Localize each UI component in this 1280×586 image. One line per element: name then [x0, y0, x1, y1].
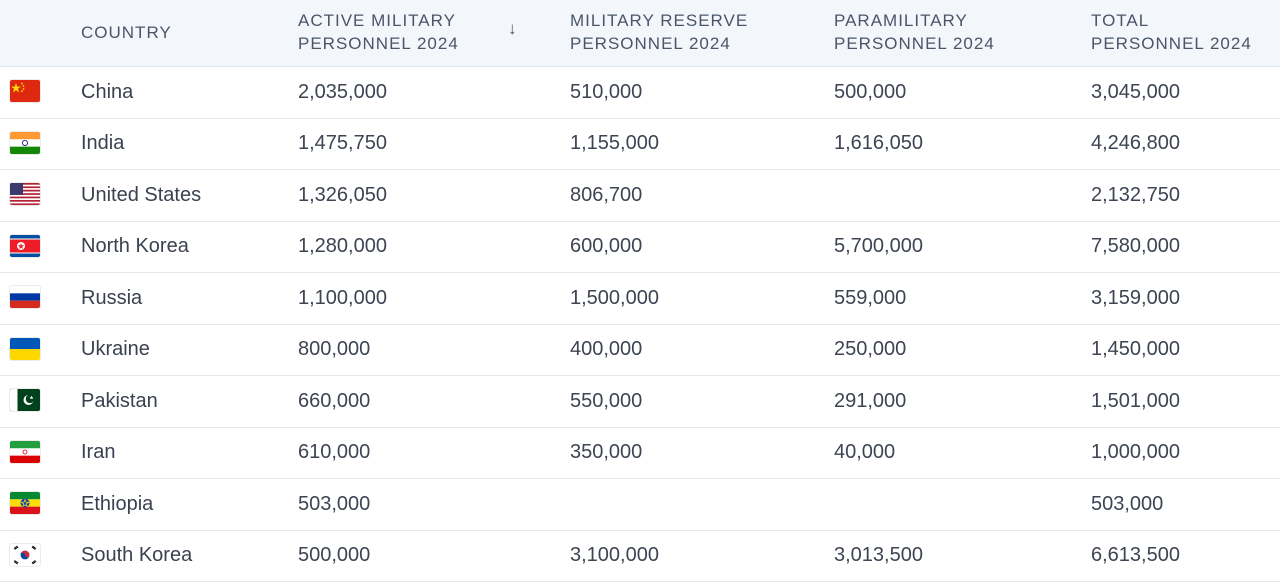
column-header-total-line2: PERSONNEL 2024 — [1091, 34, 1252, 53]
ethiopia-flag-icon — [10, 492, 40, 514]
paramilitary-personnel-value: 250,000 — [834, 338, 907, 361]
north-korea-flag-icon — [10, 234, 40, 257]
country-name[interactable]: Pakistan — [81, 389, 158, 412]
total-personnel-value: 503,000 — [1091, 492, 1164, 515]
active-personnel-value: 1,100,000 — [298, 286, 387, 309]
total-personnel-value: 3,159,000 — [1091, 286, 1180, 309]
column-header-total[interactable]: TOTAL PERSONNEL 2024 — [1091, 9, 1252, 55]
paramilitary-personnel-value: 1,616,050 — [834, 132, 923, 155]
total-personnel-value: 3,045,000 — [1091, 80, 1180, 103]
india-flag-icon — [10, 131, 40, 154]
table-row: North Korea 1,280,000 600,000 5,700,000 … — [0, 222, 1280, 273]
active-personnel-value: 1,280,000 — [298, 235, 387, 258]
column-header-paramilitary-line2: PERSONNEL 2024 — [834, 34, 995, 53]
column-header-reserve[interactable]: MILITARY RESERVE PERSONNEL 2024 — [570, 9, 748, 55]
table-row: Ukraine 800,000 400,000 250,000 1,450,00… — [0, 325, 1280, 376]
table-row: Ethiopia 503,000 503,000 — [0, 479, 1280, 531]
country-name[interactable]: China — [81, 80, 134, 103]
total-personnel-value: 6,613,500 — [1091, 544, 1180, 567]
country-name[interactable]: North Korea — [81, 235, 189, 258]
reserve-personnel-value: 600,000 — [570, 235, 643, 258]
country-name[interactable]: Ukraine — [81, 338, 150, 361]
column-header-active-line2: PERSONNEL 2024 — [298, 34, 459, 53]
active-personnel-value: 503,000 — [298, 492, 371, 515]
table-row: China 2,035,000 510,000 500,000 3,045,00… — [0, 67, 1280, 119]
paramilitary-personnel-value: 500,000 — [834, 80, 907, 103]
table-row: Russia 1,100,000 1,500,000 559,000 3,159… — [0, 273, 1280, 325]
paramilitary-personnel-value: 559,000 — [834, 286, 907, 309]
total-personnel-value: 4,246,800 — [1091, 132, 1180, 155]
active-personnel-value: 800,000 — [298, 338, 371, 361]
column-header-reserve-line1: MILITARY RESERVE — [570, 11, 749, 30]
total-personnel-value: 2,132,750 — [1091, 183, 1180, 206]
total-personnel-value: 1,501,000 — [1091, 389, 1180, 412]
country-name[interactable]: Russia — [81, 286, 143, 309]
reserve-personnel-value: 510,000 — [570, 80, 643, 103]
reserve-personnel-value: 350,000 — [570, 441, 643, 464]
reserve-personnel-value: 400,000 — [570, 338, 643, 361]
china-flag-icon — [10, 80, 40, 102]
ukraine-flag-icon — [10, 337, 40, 360]
reserve-personnel-value: 806,700 — [570, 183, 643, 206]
column-header-paramilitary[interactable]: PARAMILITARY PERSONNEL 2024 — [834, 9, 995, 55]
reserve-personnel-value: 3,100,000 — [570, 544, 659, 567]
active-personnel-value: 1,475,750 — [298, 132, 387, 155]
reserve-personnel-value: 550,000 — [570, 389, 643, 412]
south-korea-flag-icon — [10, 543, 40, 566]
table-row: United States 1,326,050 806,700 2,132,75… — [0, 170, 1280, 222]
column-header-total-line1: TOTAL — [1091, 11, 1150, 30]
paramilitary-personnel-value: 40,000 — [834, 441, 896, 464]
iran-flag-icon — [10, 440, 40, 463]
reserve-personnel-value: 1,500,000 — [570, 286, 659, 309]
table-row: India 1,475,750 1,155,000 1,616,050 4,24… — [0, 119, 1280, 170]
active-personnel-value: 660,000 — [298, 389, 371, 412]
total-personnel-value: 1,000,000 — [1091, 441, 1180, 464]
sort-descending-icon[interactable]: ↓ — [508, 19, 517, 38]
total-personnel-value: 7,580,000 — [1091, 235, 1180, 258]
total-personnel-value: 1,450,000 — [1091, 338, 1180, 361]
country-name[interactable]: Iran — [81, 441, 116, 464]
column-header-reserve-line2: PERSONNEL 2024 — [570, 34, 731, 53]
country-name[interactable]: United States — [81, 183, 202, 206]
active-personnel-value: 1,326,050 — [298, 183, 387, 206]
active-personnel-value: 610,000 — [298, 441, 371, 464]
active-personnel-value: 500,000 — [298, 544, 371, 567]
country-name[interactable]: Ethiopia — [81, 492, 154, 515]
usa-flag-icon — [10, 183, 40, 205]
table-row: Pakistan 660,000 550,000 291,000 1,501,0… — [0, 376, 1280, 428]
column-header-active[interactable]: ACTIVE MILITARY PERSONNEL 2024 — [298, 9, 459, 55]
country-name[interactable]: India — [81, 132, 125, 155]
column-header-country[interactable]: COUNTRY — [81, 21, 172, 44]
table-row: South Korea 500,000 3,100,000 3,013,500 … — [0, 531, 1280, 582]
column-header-active-line1: ACTIVE MILITARY — [298, 11, 456, 30]
table-header: COUNTRY ACTIVE MILITARY PERSONNEL 2024 ↓… — [0, 0, 1280, 67]
pakistan-flag-icon — [10, 389, 40, 411]
paramilitary-personnel-value: 3,013,500 — [834, 544, 923, 567]
country-name[interactable]: South Korea — [81, 544, 193, 567]
active-personnel-value: 2,035,000 — [298, 80, 387, 103]
table-row: Iran 610,000 350,000 40,000 1,000,000 — [0, 428, 1280, 479]
reserve-personnel-value: 1,155,000 — [570, 132, 659, 155]
paramilitary-personnel-value: 5,700,000 — [834, 235, 923, 258]
russia-flag-icon — [10, 286, 40, 308]
paramilitary-personnel-value: 291,000 — [834, 389, 907, 412]
column-header-paramilitary-line1: PARAMILITARY — [834, 11, 968, 30]
column-header-country-label: COUNTRY — [81, 23, 172, 42]
